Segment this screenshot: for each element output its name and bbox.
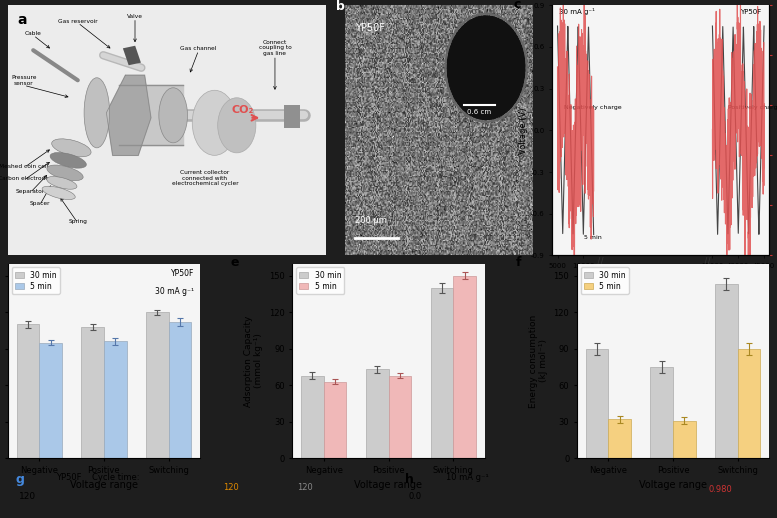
Text: Gas channel: Gas channel [180, 46, 217, 51]
Text: c: c [514, 0, 521, 11]
Text: YP50F: YP50F [171, 269, 194, 279]
Y-axis label: Energy consumption
(kJ mol⁻¹): Energy consumption (kJ mol⁻¹) [528, 314, 548, 408]
Text: Gas reservoir: Gas reservoir [58, 19, 98, 24]
Ellipse shape [218, 98, 256, 153]
Bar [16, 324, 39, 458]
Text: Connect
coupling to
gas line: Connect coupling to gas line [259, 40, 291, 56]
Bar [169, 322, 191, 458]
Text: Spacer: Spacer [30, 202, 50, 206]
Bar [82, 327, 104, 458]
Bar [366, 369, 388, 458]
Text: 120: 120 [19, 492, 36, 501]
Text: 5 min: 5 min [584, 235, 602, 240]
Text: Negatively charge: Negatively charge [564, 106, 622, 110]
Ellipse shape [47, 165, 83, 181]
X-axis label: Voltage range: Voltage range [639, 481, 707, 491]
Text: e: e [231, 256, 239, 269]
Bar [738, 349, 761, 458]
Text: a: a [17, 12, 27, 27]
Bar [123, 46, 141, 65]
Bar [146, 312, 169, 458]
Text: Cable: Cable [25, 31, 42, 36]
Text: 30 mA g⁻¹: 30 mA g⁻¹ [155, 287, 194, 296]
Legend: 30 min, 5 min: 30 min, 5 min [580, 267, 629, 294]
Text: 200 μm: 200 μm [354, 216, 386, 225]
Bar [324, 382, 347, 458]
Bar [650, 367, 673, 458]
Text: YP50F    Cycle time:: YP50F Cycle time: [56, 473, 140, 482]
Bar [430, 288, 453, 458]
Bar [284, 105, 301, 128]
Text: Valve: Valve [127, 13, 143, 19]
Bar [301, 376, 324, 458]
Text: 30 mA g⁻¹: 30 mA g⁻¹ [559, 8, 595, 15]
Ellipse shape [42, 186, 75, 199]
Ellipse shape [47, 177, 77, 189]
Text: Carbon electrode: Carbon electrode [0, 176, 49, 181]
Ellipse shape [50, 152, 86, 168]
Bar [608, 420, 631, 458]
Ellipse shape [192, 90, 237, 155]
Polygon shape [106, 75, 151, 155]
Legend: 30 min, 5 min: 30 min, 5 min [12, 267, 60, 294]
Ellipse shape [159, 88, 187, 143]
Bar [39, 343, 62, 458]
X-axis label: Voltage range: Voltage range [70, 481, 138, 491]
Text: 120: 120 [298, 483, 313, 492]
X-axis label: Voltage range: Voltage range [354, 481, 423, 491]
Text: g: g [16, 473, 24, 486]
Bar [104, 341, 127, 458]
Ellipse shape [84, 78, 110, 148]
Y-axis label: Voltage (V): Voltage (V) [519, 107, 528, 153]
Text: YP50F: YP50F [740, 8, 761, 15]
Text: 10 mA g⁻¹: 10 mA g⁻¹ [446, 473, 489, 482]
Text: 0.980: 0.980 [709, 485, 732, 494]
Text: YP50F: YP50F [354, 23, 385, 33]
FancyBboxPatch shape [8, 5, 326, 255]
Bar [715, 284, 738, 458]
Text: CO₂: CO₂ [232, 105, 254, 115]
X-axis label: Time (s): Time (s) [644, 272, 678, 281]
Text: 0.0: 0.0 [409, 492, 422, 501]
Text: Meshed coin cell: Meshed coin cell [0, 164, 48, 169]
Text: h: h [406, 473, 414, 486]
Text: Pressure
sensor: Pressure sensor [11, 76, 37, 87]
Text: Separator: Separator [16, 189, 44, 194]
Y-axis label: Adsorption Capacity
(mmol kg⁻¹): Adsorption Capacity (mmol kg⁻¹) [244, 315, 263, 407]
Bar [673, 421, 695, 458]
Text: //: // [704, 257, 710, 267]
Text: Current collector
connected with
electrochemical cycler: Current collector connected with electro… [172, 170, 239, 186]
Text: Positively charge: Positively charge [728, 106, 777, 110]
Bar [388, 376, 411, 458]
Text: Spring: Spring [68, 219, 87, 224]
Text: //: // [597, 257, 603, 267]
Text: 120: 120 [223, 483, 239, 492]
Legend: 30 min, 5 min: 30 min, 5 min [296, 267, 344, 294]
Text: f: f [515, 256, 521, 269]
Bar [586, 349, 608, 458]
Bar [453, 276, 476, 458]
Ellipse shape [52, 139, 91, 157]
Text: b: b [336, 0, 345, 13]
